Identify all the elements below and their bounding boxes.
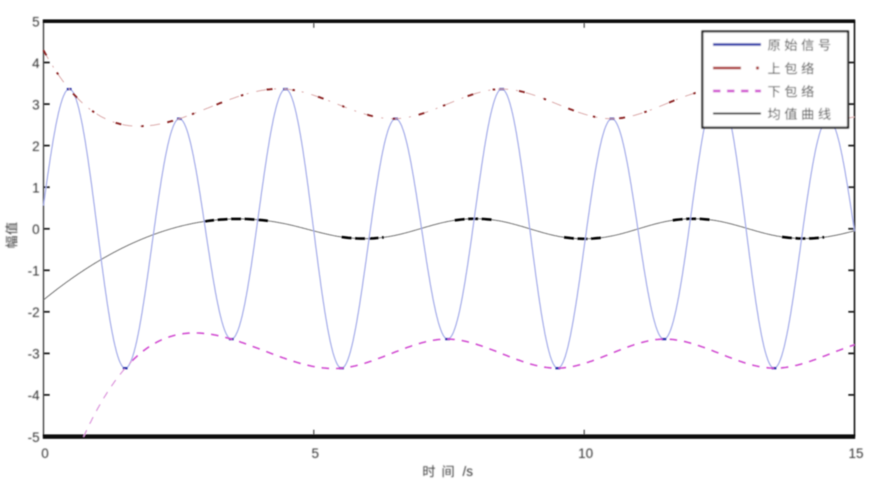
svg-text:3: 3 [32, 97, 40, 112]
svg-text:2: 2 [32, 139, 40, 154]
svg-text:-1: -1 [28, 264, 40, 279]
svg-text:10: 10 [578, 446, 593, 461]
svg-text:0: 0 [41, 446, 49, 461]
svg-text:/s: /s [463, 464, 474, 479]
svg-text:4: 4 [32, 56, 40, 71]
svg-text:0: 0 [32, 222, 40, 237]
svg-text:-2: -2 [28, 305, 40, 320]
svg-text:15: 15 [848, 446, 863, 461]
svg-text:-5: -5 [28, 430, 40, 445]
svg-text:-4: -4 [28, 388, 40, 403]
svg-text:5: 5 [32, 14, 40, 29]
svg-text:1: 1 [32, 181, 40, 196]
svg-text:5: 5 [312, 446, 320, 461]
svg-text:-3: -3 [28, 347, 40, 362]
